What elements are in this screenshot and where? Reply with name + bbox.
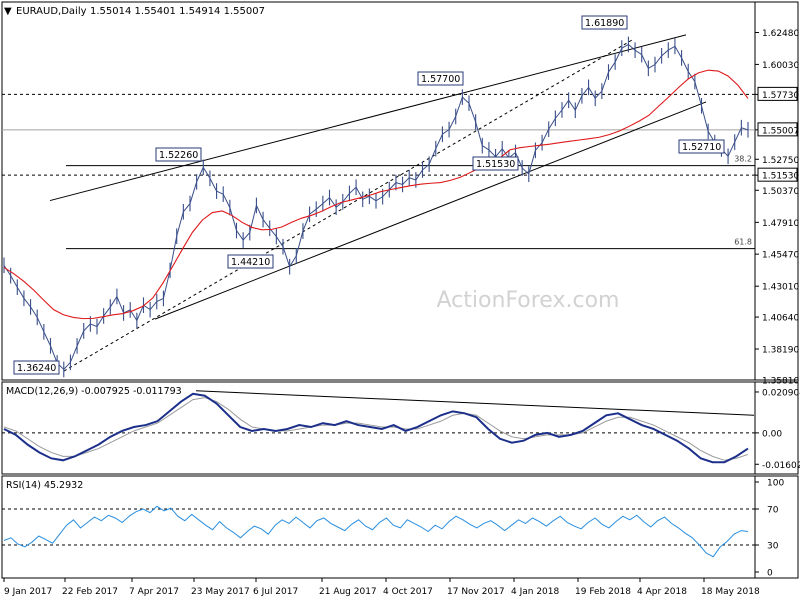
rsi-panel: 100 70 30 0 — [1, 475, 799, 579]
price-close-line — [3, 43, 749, 371]
lower-trendline — [154, 101, 707, 320]
rsi-line — [3, 505, 749, 558]
x-tick-label: 19 Feb 2018 — [575, 587, 631, 597]
x-tick-label: 22 Feb 2017 — [62, 587, 118, 597]
x-tick-label: 6 Jul 2017 — [253, 587, 298, 597]
swing-label-box — [155, 147, 202, 162]
watermark: ActionForex.com — [437, 288, 620, 313]
rsi-panel-frame — [1, 475, 799, 579]
swing-label-text: 1.52710 — [682, 142, 721, 153]
price-tick-label: 1.47910 — [762, 219, 799, 229]
macd-tick-label: 0.020904 — [762, 388, 800, 398]
swing-label-text: 1.61890 — [585, 18, 624, 29]
dashed-trendline — [63, 39, 633, 372]
price-tick-label: 1.52750 — [762, 156, 799, 166]
x-tick-label: 7 Apr 2017 — [129, 587, 179, 597]
macd-panel-frame — [1, 381, 799, 475]
macd-title: MACD(12,26,9) -0.007925 -0.011793 — [6, 386, 182, 397]
moving-average-line — [3, 69, 749, 320]
upper-trendline — [49, 34, 687, 202]
price-level-box — [757, 167, 798, 182]
price-level-box — [757, 86, 798, 101]
price-tick-label: 1.51530 — [762, 172, 799, 182]
swing-label-text: 1.57700 — [421, 74, 460, 85]
ohlc-values: 1.55014 1.55401 1.54914 1.55007 — [90, 6, 265, 17]
swing-label-text: 1.52260 — [159, 150, 198, 161]
price-tick-label: 1.57730 — [762, 91, 799, 101]
price-tick-label: 1.50370 — [762, 187, 799, 197]
swing-label-box — [227, 254, 274, 269]
x-axis: 9 Jan 2017 22 Feb 2017 7 Apr 2017 23 May 20… — [3, 578, 760, 597]
swing-label-text: 1.36240 — [17, 363, 56, 374]
macd-divergence-line — [195, 390, 755, 416]
rsi-tick-label: 100 — [767, 479, 784, 489]
price-tick-label: 1.55007 — [762, 126, 799, 136]
x-tick-label: 18 May 2018 — [701, 587, 760, 597]
swing-label-box — [581, 15, 628, 30]
swing-label-text: 1.51530 — [476, 159, 515, 170]
fib-level-label: 38.2 — [734, 155, 752, 164]
header-menu-arrow[interactable]: ▼ — [4, 6, 12, 17]
swing-label-text: 1.44210 — [231, 257, 270, 268]
macd-main-line — [3, 392, 749, 464]
x-tick-label: 4 Jan 2018 — [511, 587, 559, 597]
price-tick-label: 1.43010 — [762, 283, 799, 293]
x-tick-label: 9 Jan 2017 — [4, 587, 52, 597]
swing-label-box — [678, 139, 725, 154]
price-tick-label: 1.45470 — [762, 251, 799, 261]
rsi-tick-label: 0 — [767, 569, 773, 579]
swing-label-box — [13, 360, 60, 375]
price-tick-label: 1.40640 — [762, 314, 799, 324]
macd-tick-label: 0.00 — [762, 429, 782, 439]
x-tick-label: 4 Apr 2018 — [637, 587, 687, 597]
price-tick-label: 1.38190 — [762, 345, 799, 355]
macd-tick-label: -0.016023 — [762, 461, 800, 471]
x-tick-label: 17 Nov 2017 — [447, 587, 505, 597]
rsi-tick-label: 30 — [767, 542, 779, 552]
x-tick-label: 4 Oct 2017 — [383, 587, 433, 597]
swing-label-box — [417, 71, 464, 86]
x-tick-label: 23 May 2017 — [191, 587, 250, 597]
price-bars — [3, 36, 749, 378]
price-panel-frame — [1, 1, 799, 381]
macd-panel: 0.020904 0.00 -0.016023 — [1, 381, 800, 475]
rsi-tick-label: 70 — [767, 506, 779, 516]
price-panel: 1.62480 1.60030 1.57730 1.55007 1.52750 1.515… — [1, 1, 799, 387]
price-tick-label: 1.62480 — [762, 29, 799, 39]
chart-title: EURAUD,Daily — [16, 6, 87, 17]
swing-label-box — [472, 156, 519, 171]
price-level-box — [757, 122, 798, 137]
price-tick-label: 1.60030 — [762, 61, 799, 71]
fib-level-label: 61.8 — [734, 238, 752, 247]
x-tick-label: 21 Aug 2017 — [319, 587, 377, 597]
rsi-title: RSI(14) 45.2932 — [6, 480, 83, 491]
